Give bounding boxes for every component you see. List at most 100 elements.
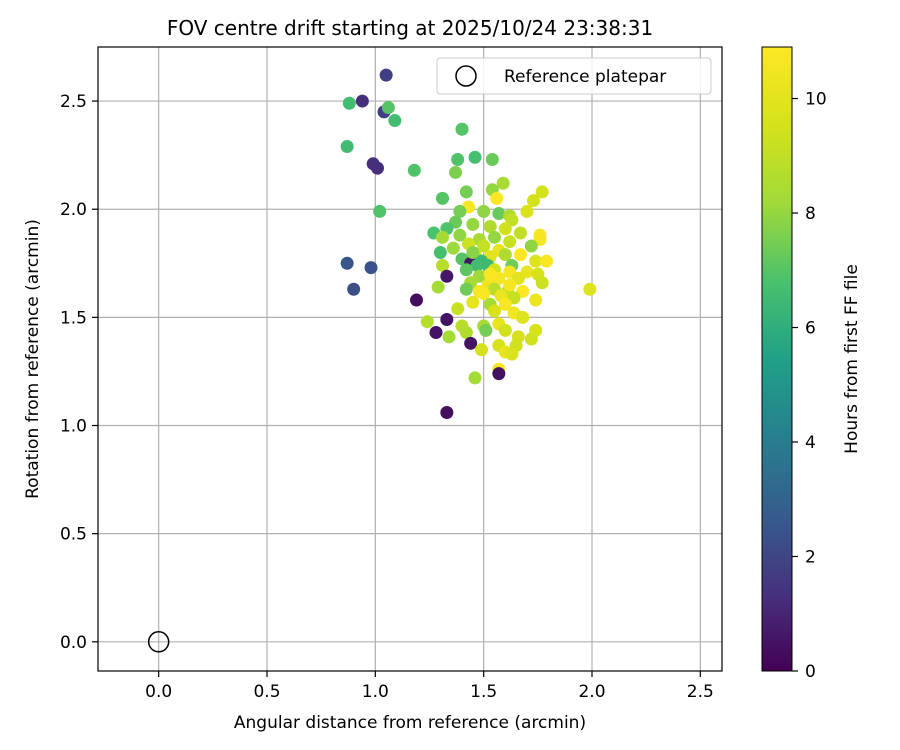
y-tick-label: 2.5 [60, 92, 87, 112]
grid-lines [98, 47, 722, 671]
scatter-point [459, 185, 473, 199]
legend: Reference platepar [436, 57, 712, 95]
scatter-point [340, 139, 354, 153]
scatter-point [449, 165, 462, 179]
scatter-point [503, 278, 517, 292]
scatter-point [364, 261, 378, 275]
scatter-point [453, 228, 467, 242]
y-tick-label: 0.5 [60, 525, 87, 545]
colorbar-tick-label: 0 [805, 662, 816, 682]
scatter-point [453, 204, 467, 218]
scatter-point [477, 239, 491, 253]
scatter-point [451, 152, 465, 166]
scatter-point [485, 152, 499, 166]
y-tick-label: 0.0 [60, 633, 87, 653]
scatter-point [470, 258, 484, 272]
colorbar: 0 2 4 6 8 10 Hours from first FF file [761, 46, 862, 682]
y-axis-label: Rotation from reference (arcmin) [23, 219, 43, 499]
scatter-point [492, 207, 506, 221]
scatter-point [436, 191, 449, 205]
x-axis-label: Angular distance from reference (arcmin) [234, 713, 586, 733]
x-tick-label: 2.5 [687, 682, 714, 702]
scatter-point [455, 122, 469, 136]
scatter-point [466, 217, 480, 231]
y-tick-label: 1.5 [60, 308, 87, 328]
scatter-point [498, 248, 512, 262]
legend-box [436, 57, 712, 95]
scatter-point [524, 239, 538, 253]
scatter-point [492, 367, 506, 381]
scatter-point [431, 280, 445, 294]
scatter-point [529, 293, 543, 307]
x-tick-label: 1.0 [362, 682, 389, 702]
reference-point-marker [147, 631, 170, 653]
y-tick-label: 2.0 [60, 200, 87, 220]
scatter-point [410, 293, 423, 307]
chart-title: FOV centre drift starting at 2025/10/24 … [167, 16, 653, 40]
scatter-point [342, 96, 356, 110]
scatter-point [477, 204, 491, 218]
x-tick-label: 1.5 [470, 682, 497, 702]
scatter-point [436, 258, 449, 272]
legend-marker [455, 65, 477, 87]
scatter-points [340, 68, 597, 420]
scatter-point [520, 204, 534, 218]
scatter-point [373, 204, 387, 218]
scatter-point [459, 263, 473, 277]
plot-frame [97, 46, 723, 672]
scatter-point [477, 287, 491, 301]
scatter-point [540, 254, 553, 268]
scatter-point [468, 371, 482, 385]
colorbar-ticks: 0 2 4 6 8 10 [792, 90, 827, 682]
scatter-point [440, 406, 454, 420]
colorbar-gradient [761, 46, 793, 672]
x-axis-ticks: 0.0 0.5 1.0 1.5 2.0 2.5 [145, 671, 714, 702]
scatter-point [436, 230, 449, 244]
scatter-point [529, 254, 543, 268]
scatter-point [488, 230, 501, 244]
scatter-point [388, 114, 402, 128]
scatter-point [440, 269, 454, 283]
scatter-point [524, 332, 538, 346]
scatter-point [468, 150, 482, 164]
x-tick-label: 0.0 [145, 682, 172, 702]
scatter-point [340, 256, 354, 270]
scatter-point [516, 310, 530, 324]
colorbar-tick-label: 4 [805, 433, 816, 453]
y-tick-label: 1.0 [60, 417, 87, 437]
scatter-point [505, 347, 519, 361]
scatter-point [488, 304, 501, 318]
scatter-point [535, 276, 549, 290]
scatter-point [466, 245, 480, 259]
scatter-point [583, 282, 597, 296]
scatter-point [479, 323, 493, 337]
scatter-point [483, 267, 497, 281]
scatter-point [420, 315, 434, 329]
scatter-point [446, 241, 460, 255]
scatter-point [381, 101, 395, 115]
scatter-point [442, 330, 456, 344]
y-axis-ticks: 0.0 0.5 1.0 1.5 2.0 2.5 [60, 92, 98, 653]
scatter-point [490, 191, 504, 205]
legend-label: Reference platepar [504, 67, 666, 87]
colorbar-tick-label: 8 [805, 204, 816, 224]
scatter-point [371, 161, 384, 175]
x-tick-label: 0.5 [253, 682, 280, 702]
scatter-point [433, 245, 447, 259]
scatter-point [535, 185, 549, 199]
scatter-point [440, 313, 454, 327]
scatter-point [498, 297, 512, 311]
scatter-point [347, 282, 361, 296]
colorbar-label: Hours from first FF file [842, 264, 862, 454]
scatter-point [503, 235, 517, 249]
scatter-point [459, 326, 473, 340]
scatter-point [514, 248, 527, 262]
colorbar-tick-label: 2 [805, 548, 816, 568]
scatter-point [483, 220, 497, 234]
scatter-point [429, 326, 443, 340]
scatter-point [355, 94, 369, 108]
scatter-point [496, 176, 510, 190]
colorbar-tick-label: 10 [805, 90, 827, 110]
scatter-point [498, 323, 512, 337]
